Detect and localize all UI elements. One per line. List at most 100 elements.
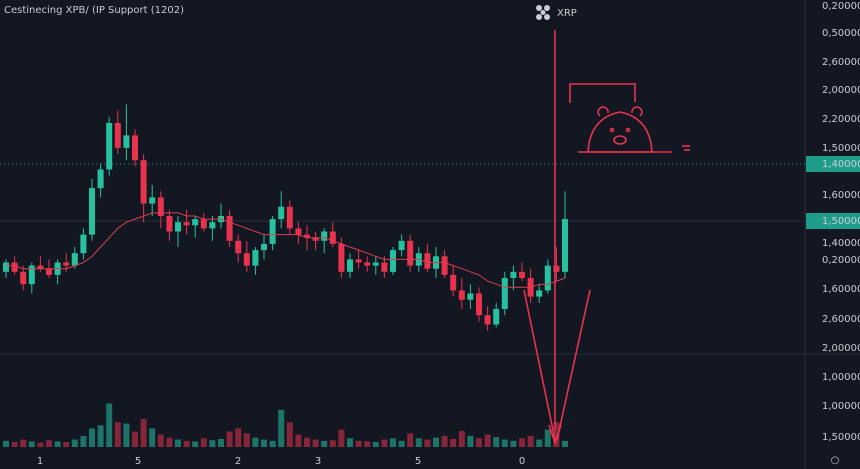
volume-bar — [338, 429, 345, 447]
volume-bar — [20, 439, 27, 447]
candle-body — [544, 265, 551, 291]
time-label: 5 — [135, 456, 141, 467]
price-label: 1,40000 — [822, 238, 860, 249]
plot — [3, 104, 568, 447]
price-label: 0,20000 — [822, 255, 860, 266]
volume-bar — [71, 439, 78, 447]
volume-bar — [278, 409, 285, 447]
candle-body — [261, 243, 267, 251]
volume-label: 1,00000 — [822, 372, 860, 383]
candle-body — [329, 231, 336, 244]
volume-bar — [175, 439, 181, 447]
volume-bar — [390, 438, 396, 447]
volume-bar — [476, 438, 482, 447]
candle-body — [175, 222, 181, 232]
volume-bar — [89, 428, 95, 447]
volume-bar — [510, 440, 517, 447]
candle-body — [183, 222, 190, 226]
volume-bar — [381, 439, 388, 447]
volume-bar — [243, 433, 250, 447]
volume-bar — [46, 440, 52, 447]
volume-bar — [544, 429, 551, 447]
price-label: 2,60000 — [822, 314, 860, 325]
price-label: 1,60000 — [822, 190, 860, 201]
price-axis: 0,20000 0,50000 2,60000 2,00000 2,20000 1,500… — [806, 1, 860, 443]
volume-bar — [106, 403, 113, 447]
candle-body — [132, 135, 138, 161]
candle-body — [157, 197, 164, 216]
candle-body — [476, 293, 482, 316]
volume-bar — [424, 439, 431, 447]
candle-body — [510, 271, 517, 278]
candle-body — [441, 256, 448, 275]
volume-bar — [312, 439, 319, 447]
time-label: 5 — [415, 456, 421, 467]
volume-bar — [166, 437, 173, 447]
candle-body — [3, 262, 9, 272]
candle-body — [519, 271, 525, 278]
price-label: 2,00000 — [822, 343, 860, 354]
volume-bar — [157, 434, 164, 447]
volume-bar — [140, 419, 147, 447]
price-badge — [806, 213, 860, 229]
time-label: 3 — [315, 456, 321, 467]
candle-body — [278, 206, 285, 220]
volume-bar — [441, 435, 448, 447]
candle-body — [562, 219, 568, 272]
candle-body — [398, 240, 405, 251]
volume-bar — [450, 438, 457, 447]
candle-body — [97, 169, 104, 189]
symbol: XRP — [557, 8, 577, 19]
volume-bar — [484, 434, 491, 447]
candle-body — [149, 197, 156, 204]
candle-body — [63, 262, 70, 266]
volume-bar — [553, 422, 560, 447]
candle-body — [424, 253, 431, 269]
volume-bar — [37, 442, 44, 447]
candle-body — [252, 250, 259, 266]
candle-body — [114, 123, 121, 148]
candle-body — [140, 160, 147, 204]
volume-bar — [295, 434, 302, 447]
volume-bar — [519, 438, 525, 447]
candle-body — [450, 274, 457, 291]
candle-body — [243, 253, 250, 266]
candle-body — [390, 250, 396, 272]
candle-body — [312, 237, 319, 241]
volume-bar — [286, 422, 293, 447]
volume-bar — [200, 438, 207, 447]
candle-body — [80, 234, 87, 254]
candle-body — [364, 262, 371, 266]
volume-bar — [372, 442, 379, 447]
candle-body — [28, 265, 35, 285]
candle-body — [37, 265, 44, 269]
time-label: 0 — [519, 456, 525, 467]
volume-bar — [132, 431, 138, 447]
candle-body — [484, 315, 491, 325]
volume-bar — [329, 440, 336, 447]
volume-bar — [252, 437, 259, 447]
candle-body — [46, 268, 52, 275]
volume-bar — [28, 441, 35, 447]
candle-body — [458, 290, 465, 300]
candle-body — [493, 309, 500, 325]
candle-body — [71, 253, 78, 266]
volume-bar — [80, 435, 87, 447]
volume-bar — [209, 440, 216, 447]
price-label: 1,60000 — [822, 284, 860, 295]
settings-icon[interactable]: ○ — [831, 455, 840, 466]
volume-bar — [415, 438, 422, 447]
volume-bar — [192, 441, 199, 447]
candle-body — [553, 265, 560, 272]
symbol-logo — [536, 5, 550, 20]
header-title: Cestinecing XPB/ (IP Support (1202) — [4, 5, 184, 16]
volume-bar — [467, 435, 474, 447]
volume-bar — [493, 437, 500, 447]
volume-bar — [183, 440, 190, 447]
volume-bar — [304, 437, 310, 447]
candle-body — [536, 290, 543, 297]
candle-body — [200, 219, 207, 229]
volume-bar — [114, 422, 121, 447]
